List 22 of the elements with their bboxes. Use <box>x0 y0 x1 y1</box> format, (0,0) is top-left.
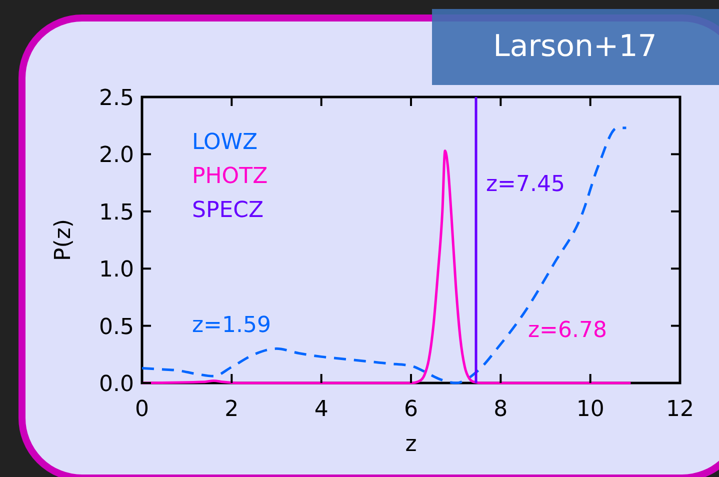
x-axis-title: z <box>405 432 417 457</box>
annotation: z=7.45 <box>486 172 565 197</box>
y-tick-label: 2.5 <box>99 86 134 111</box>
x-tick-label: 12 <box>666 397 694 422</box>
annotation: z=1.59 <box>192 313 271 338</box>
x-tick-label: 2 <box>224 397 239 422</box>
y-tick-label: 0.5 <box>99 314 134 340</box>
x-tick-label: 4 <box>314 397 328 422</box>
text: SPECZ <box>192 198 264 223</box>
x-tick-label: 10 <box>576 397 604 422</box>
chart-title: Larson+17 <box>493 29 657 64</box>
text: LOWZ <box>192 130 258 155</box>
annotation: z=6.78 <box>528 318 607 343</box>
text: PHOTZ <box>192 164 268 189</box>
y-tick-label: 1.5 <box>99 200 134 226</box>
x-tick-label: 0 <box>135 397 149 422</box>
x-tick-label: 6 <box>404 397 418 422</box>
y-tick-label: 2.0 <box>99 143 134 168</box>
y-axis-title: P(z) <box>51 219 76 261</box>
x-tick-label: 8 <box>494 397 508 422</box>
y-tick-label: 0.0 <box>99 372 134 397</box>
y-tick-label: 1.0 <box>99 258 134 283</box>
